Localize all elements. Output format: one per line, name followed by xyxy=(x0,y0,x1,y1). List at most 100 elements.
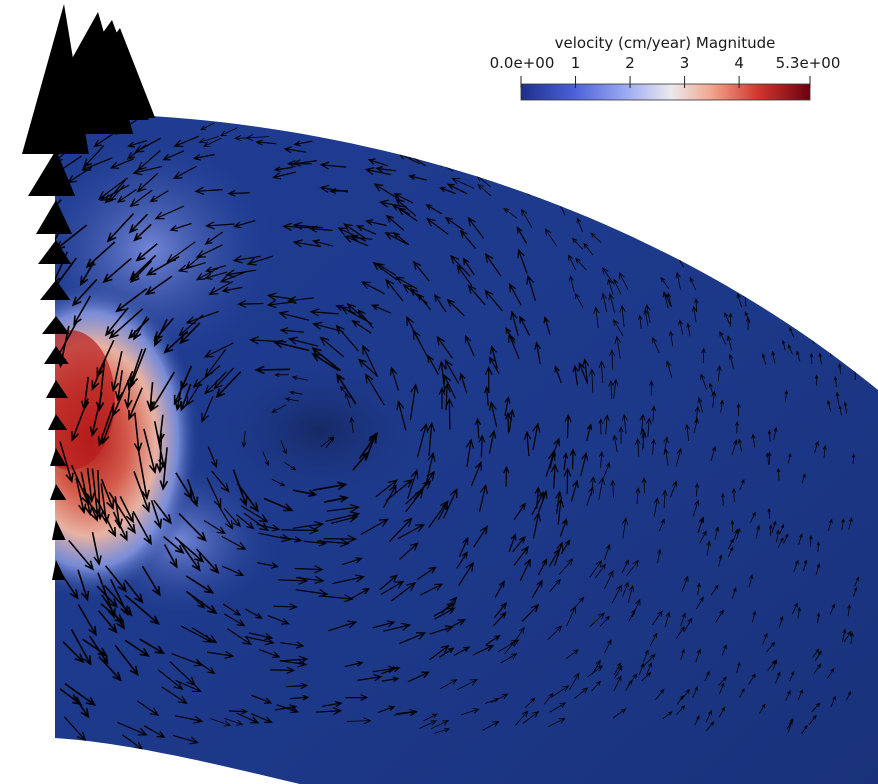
velocity-arrow xyxy=(532,511,542,539)
velocity-arrow xyxy=(758,137,764,149)
velocity-arrow xyxy=(781,339,786,351)
colorbar-title: velocity (cm/year) Magnitude xyxy=(554,34,776,52)
velocity-arrow xyxy=(574,687,589,699)
velocity-arrow xyxy=(526,274,536,301)
velocity-arrow xyxy=(272,339,310,352)
velocity-arrow xyxy=(675,626,685,639)
velocity-arrow xyxy=(442,138,460,148)
velocity-arrow xyxy=(383,622,412,632)
velocity-arrow xyxy=(833,376,838,388)
velocity-arrow xyxy=(117,721,148,736)
velocity-arrow xyxy=(208,280,234,296)
velocity-arrow xyxy=(280,439,287,455)
velocity-arrow xyxy=(489,345,498,369)
velocity-arrow xyxy=(465,438,475,467)
color-legend xyxy=(520,76,811,101)
velocity-arrow xyxy=(203,342,234,358)
velocity-arrow xyxy=(762,231,766,244)
velocity-arrow xyxy=(124,594,160,626)
velocity-arrow xyxy=(257,562,280,569)
velocity-arrow xyxy=(143,428,158,475)
velocity-arrow xyxy=(241,431,247,448)
velocity-arrow xyxy=(332,574,365,585)
velocity-arrow xyxy=(133,223,152,242)
colorbar-tick-label: 0.0e+00 xyxy=(489,54,555,72)
velocity-arrow xyxy=(150,371,175,413)
velocity-arrow xyxy=(271,478,286,487)
velocity-arrow xyxy=(308,225,333,233)
velocity-arrow xyxy=(195,267,219,281)
velocity-arrow xyxy=(718,554,723,567)
velocity-arrow xyxy=(786,136,794,147)
velocity-arrow xyxy=(385,278,404,302)
velocity-arrow xyxy=(694,298,699,313)
velocity-arrow xyxy=(580,451,589,476)
velocity-arrow xyxy=(326,504,361,513)
velocity-arrow xyxy=(797,120,802,131)
velocity-arrow xyxy=(613,318,624,337)
velocity-arrow xyxy=(342,557,363,566)
velocity-arrow xyxy=(514,131,529,148)
velocity-arrow xyxy=(701,347,706,364)
velocity-arrow xyxy=(426,421,436,456)
velocity-arrow xyxy=(343,223,367,239)
velocity-arrow xyxy=(586,486,594,506)
velocity-arrow xyxy=(221,286,243,294)
velocity-arrow xyxy=(412,113,428,123)
velocity-arrow xyxy=(787,167,792,180)
velocity-arrow xyxy=(411,131,427,140)
velocity-arrow xyxy=(569,672,580,690)
velocity-arrow xyxy=(614,665,623,679)
velocity-arrow xyxy=(478,483,488,512)
velocity-arrow xyxy=(178,540,201,572)
velocity-arrow xyxy=(63,716,87,742)
velocity-arrow xyxy=(204,231,224,245)
velocity-arrow xyxy=(516,226,528,244)
velocity-arrow xyxy=(248,632,274,641)
velocity-arrow xyxy=(349,416,355,434)
velocity-arrow xyxy=(416,422,429,458)
velocity-arrow xyxy=(710,445,717,462)
velocity-arrow xyxy=(798,208,803,221)
velocity-arrow xyxy=(458,536,469,557)
velocity-arrow xyxy=(808,714,817,726)
velocity-arrow xyxy=(425,217,449,235)
velocity-arrow xyxy=(177,262,206,273)
velocity-arrow xyxy=(272,171,297,180)
velocity-arrow xyxy=(219,270,248,283)
velocity-arrow xyxy=(246,255,274,266)
velocity-arrow xyxy=(139,638,166,655)
velocity-arrow xyxy=(788,344,793,355)
velocity-arrow xyxy=(730,519,735,532)
velocity-arrow xyxy=(379,199,408,208)
velocity-arrow xyxy=(737,438,743,452)
velocity-arrow xyxy=(675,447,683,467)
velocity-arrow xyxy=(228,708,249,715)
velocity-arrow xyxy=(59,441,74,484)
velocity-arrow xyxy=(812,131,822,143)
velocity-arrow xyxy=(554,365,562,384)
velocity-arrow xyxy=(625,217,634,236)
velocity-arrow xyxy=(559,518,568,537)
velocity-arrow xyxy=(762,632,768,645)
velocity-arrow xyxy=(525,697,536,708)
velocity-arrow xyxy=(210,718,232,727)
velocity-arrow xyxy=(698,517,704,533)
velocity-arrow xyxy=(250,694,273,704)
velocity-arrow xyxy=(91,358,107,391)
velocity-arrow xyxy=(346,717,372,725)
velocity-arrow xyxy=(96,585,118,609)
velocity-arrow xyxy=(145,255,180,276)
velocity-arrow xyxy=(434,727,451,734)
velocity-arrow xyxy=(776,146,782,158)
velocity-arrow xyxy=(337,227,367,242)
velocity-arrow xyxy=(206,477,222,509)
velocity-arrow xyxy=(64,683,97,706)
velocity-arrow xyxy=(423,139,446,150)
velocity-arrow xyxy=(638,314,643,329)
velocity-arrow xyxy=(236,712,260,724)
velocity-arrow xyxy=(372,620,396,629)
velocity-arrow xyxy=(658,518,665,532)
velocity-arrow xyxy=(793,559,799,573)
